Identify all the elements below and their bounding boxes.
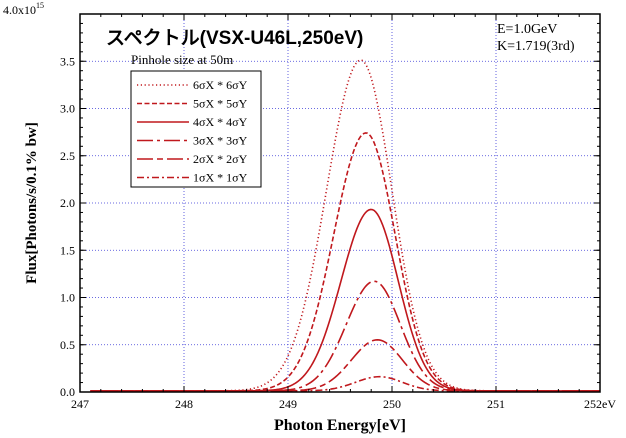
y-axis-label: Flux[Photons/s/0.1% bw] xyxy=(24,122,40,284)
x-tick-label: 248 xyxy=(175,397,193,411)
y-tick-label: 1.5 xyxy=(60,243,75,257)
series-lines xyxy=(90,59,600,392)
chart-title: スペクトル(VSX-U46L,250eV) xyxy=(106,27,363,49)
legend-label: 5σX * 5σY xyxy=(193,97,248,111)
y-tick-label: 2.5 xyxy=(60,149,75,163)
axis-ticks: 247 248 249 250 251 252eV 0.0 0.5 1.0 1.5 2.0 2.5 3.… xyxy=(60,14,616,411)
legend: 6σX * 6σY 5σX * 5σY 4σX * 4σY 3σX * 3σY 2σX … xyxy=(130,70,262,188)
legend-label: 3σX * 3σY xyxy=(193,134,248,148)
legend-title: Pinhole size at 50m xyxy=(131,52,233,67)
legend-label: 4σX * 4σY xyxy=(193,115,248,129)
y-tick-label: 3.5 xyxy=(60,54,75,68)
k-value-label: K=1.719(3rd) xyxy=(497,39,575,54)
series-line xyxy=(90,339,600,392)
x-axis-label: Photon Energy[eV] xyxy=(274,417,406,434)
y-tick-label: 0.0 xyxy=(60,385,75,399)
y-tick-label: 2.0 xyxy=(60,196,75,210)
legend-label: 6σX * 6σY xyxy=(193,78,248,92)
y-tick-label: 1.0 xyxy=(60,291,75,305)
series-line xyxy=(90,208,600,392)
x-tick-label: 252eV xyxy=(584,397,616,411)
y-tick-label: 3.0 xyxy=(60,102,75,116)
grid xyxy=(80,14,600,392)
y-tick-label: 0.5 xyxy=(60,338,75,352)
y-multiplier-base: 4.0x10 xyxy=(3,3,36,17)
x-tick-label: 251 xyxy=(487,397,505,411)
legend-box xyxy=(130,70,262,188)
series-line xyxy=(90,375,600,392)
beam-energy-label: E=1.0GeV xyxy=(497,22,557,37)
x-tick-label: 250 xyxy=(383,397,401,411)
series-line xyxy=(90,280,600,392)
legend-label: 1σX * 1σY xyxy=(193,171,248,185)
y-multiplier-label: 4.0x1015 xyxy=(3,1,44,17)
legend-label: 2σX * 2σY xyxy=(193,152,248,166)
x-tick-label: 247 xyxy=(71,397,89,411)
y-multiplier-exponent: 15 xyxy=(36,1,44,10)
x-tick-label: 249 xyxy=(279,397,297,411)
